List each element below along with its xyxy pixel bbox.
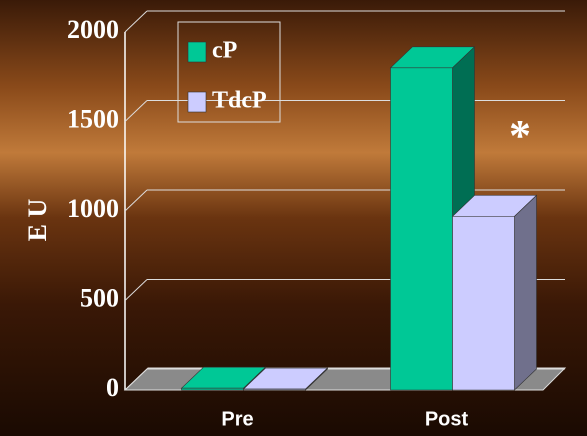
grid-line: [124, 10, 148, 33]
y-tick-label: 1500: [67, 104, 119, 133]
y-tick-label: 1000: [67, 194, 119, 223]
grid-line: [124, 368, 148, 391]
bar-face: [390, 67, 453, 391]
y-tick-label: 500: [80, 283, 119, 312]
x-tick-label: Pre: [221, 408, 253, 430]
legend-swatch: [187, 91, 207, 113]
bar: [451, 194, 538, 391]
grid-line: [124, 100, 148, 122]
grid-line: [124, 189, 148, 212]
bar-face: [181, 387, 244, 391]
y-tick-label: 0: [106, 373, 119, 402]
y-tick-label: 2000: [67, 15, 119, 44]
annotation: *: [509, 111, 531, 160]
legend-box: [177, 21, 281, 123]
bar-face: [243, 388, 306, 391]
bar-face: [514, 194, 537, 391]
grid-line: [124, 279, 148, 301]
legend-label: TdcP: [212, 88, 267, 114]
x-tick-label: Post: [425, 408, 469, 430]
bar: [242, 367, 329, 391]
legend-swatch: [187, 41, 207, 63]
bar-face: [452, 216, 515, 391]
y-axis-label: E U: [23, 198, 52, 241]
legend-label: cP: [212, 38, 237, 64]
